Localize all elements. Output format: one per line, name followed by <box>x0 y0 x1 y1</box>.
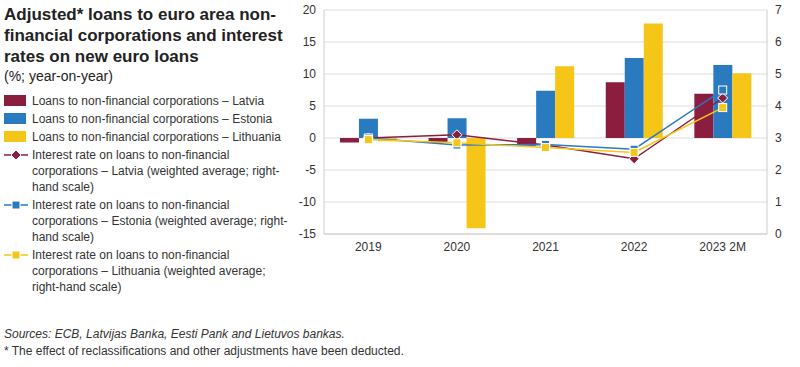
svg-text:4: 4 <box>775 99 782 113</box>
svg-text:-5: -5 <box>305 163 316 177</box>
svg-text:2021: 2021 <box>532 240 559 254</box>
html-text:Loans to non-financial corpora: Loans to non-financial corporations – Es… <box>32 112 273 126</box>
svg-text:2: 2 <box>775 163 782 177</box>
svg-text:7: 7 <box>775 3 782 17</box>
svg-text:2020: 2020 <box>444 240 471 254</box>
svg-text:1: 1 <box>775 195 782 209</box>
svg-text:3: 3 <box>775 131 782 145</box>
html-text:* The effect of reclassificati: * The effect of reclassifications and ot… <box>4 344 404 358</box>
svg-text:-10: -10 <box>299 195 317 209</box>
svg-text:-15: -15 <box>299 227 317 241</box>
svg-text:6: 6 <box>775 35 782 49</box>
html-text:Interest rate on loans to non-: Interest rate on loans to non-financial … <box>32 248 266 294</box>
html-text:Interest rate on loans to non-: Interest rate on loans to non-financial … <box>32 198 288 244</box>
html-text:(%; year-on-year): (%; year-on-year) <box>4 68 113 84</box>
svg-text:2023 2M: 2023 2M <box>699 240 746 254</box>
svg-text:15: 15 <box>303 35 317 49</box>
html-text:Adjusted* loans to euro area n: Adjusted* loans to euro area non-financi… <box>4 5 283 66</box>
svg-text:2022: 2022 <box>621 240 648 254</box>
svg-text:10: 10 <box>303 67 317 81</box>
svg-text:0: 0 <box>309 131 316 145</box>
html-text:Loans to non-financial corpora: Loans to non-financial corporations – La… <box>32 94 265 108</box>
html-text:Sources: ECB, Latvijas Banka,: Sources: ECB, Latvijas Banka, Eesti Pank… <box>4 327 345 341</box>
svg-text:5: 5 <box>775 67 782 81</box>
svg-text:5: 5 <box>309 99 316 113</box>
svg-text:0: 0 <box>775 227 782 241</box>
svg-text:20: 20 <box>303 3 317 17</box>
html-text:Interest rate on loans to non-: Interest rate on loans to non-financial … <box>32 148 280 194</box>
svg-text:2019: 2019 <box>355 240 382 254</box>
html-text:Loans to non-financial corpora: Loans to non-financial corporations – Li… <box>32 130 281 144</box>
